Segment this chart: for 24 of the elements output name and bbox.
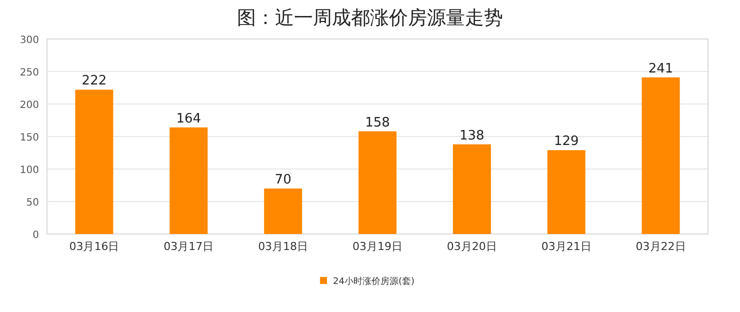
x-tick-label: 03月17日 bbox=[164, 240, 214, 253]
y-tick-label: 50 bbox=[26, 198, 39, 208]
y-tick-label: 300 bbox=[20, 35, 39, 46]
legend: 24小时涨价房源(套) bbox=[320, 277, 414, 287]
x-tick-label: 03月18日 bbox=[258, 240, 308, 253]
x-tick-label: 03月20日 bbox=[446, 240, 497, 253]
y-tick-label: 0 bbox=[32, 230, 39, 241]
y-tick-label: 250 bbox=[20, 68, 39, 78]
data-label: 138 bbox=[460, 128, 484, 144]
x-tick-label: 03月22日 bbox=[636, 240, 686, 253]
data-label: 70 bbox=[274, 172, 292, 188]
data-label: 241 bbox=[648, 61, 674, 76]
data-label: 222 bbox=[82, 74, 107, 89]
title: 图：近一周成都涨价房源量走势 bbox=[237, 7, 503, 29]
y-tick-label: 100 bbox=[20, 165, 39, 176]
x-tick-label: 03月21日 bbox=[541, 240, 592, 253]
y-tick-label: 150 bbox=[20, 132, 39, 144]
x-tick-label: 03月19日 bbox=[352, 240, 402, 253]
legend-label: 24小时涨价房源(套) bbox=[333, 276, 414, 287]
data-label: 158 bbox=[365, 115, 390, 130]
y-tick-label: 200 bbox=[20, 100, 39, 111]
data-label: 129 bbox=[554, 134, 579, 150]
data-label: 164 bbox=[176, 111, 202, 126]
x-tick-label: 03月16日 bbox=[69, 240, 120, 253]
